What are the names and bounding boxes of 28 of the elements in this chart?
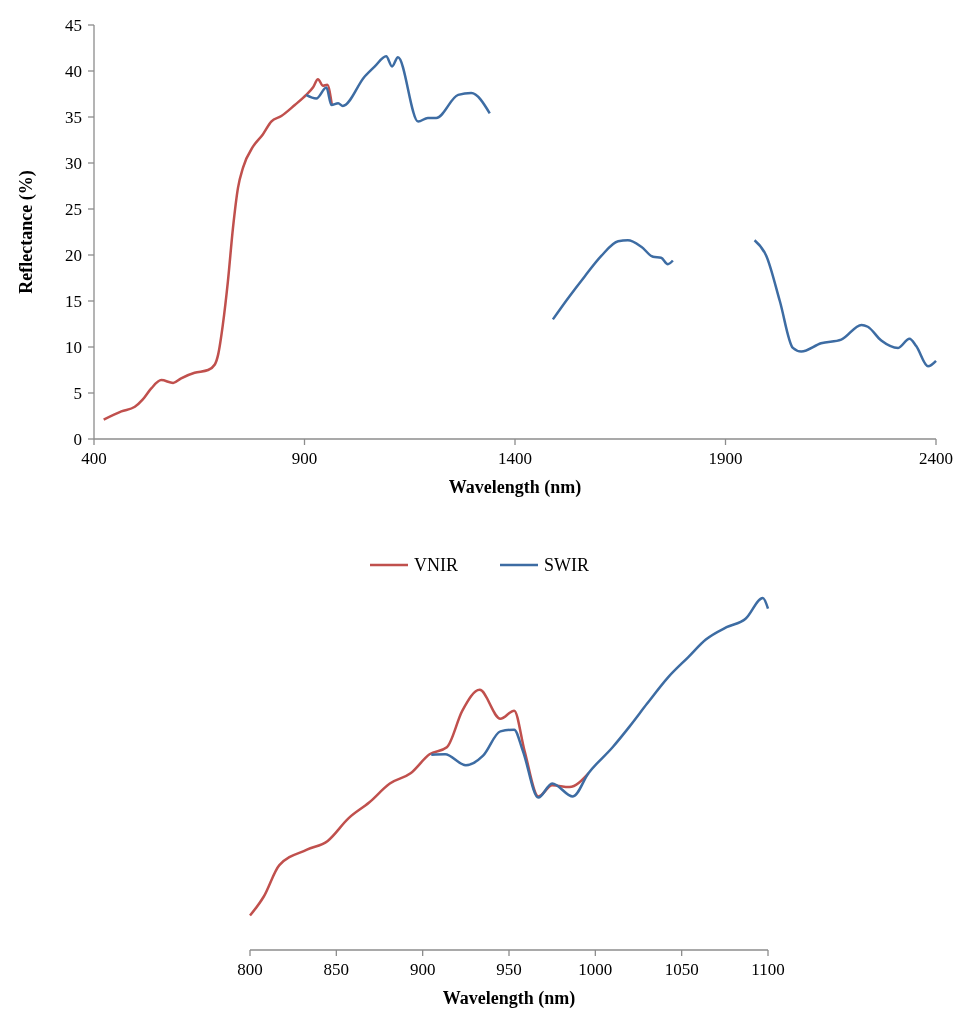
y-tick-label: 40	[65, 62, 82, 81]
y-tick-label: 45	[65, 16, 82, 35]
y-tick-label: 25	[65, 200, 82, 219]
x-tick-label: 900	[291, 449, 318, 468]
y-tick-label: 20	[65, 246, 82, 265]
y-tick-label: 35	[65, 108, 82, 127]
y-tick-label: 30	[65, 154, 82, 173]
x-tick-label: 1100	[751, 960, 785, 979]
y-tick-label: 0	[73, 430, 82, 449]
y-tick-label: 5	[73, 384, 82, 403]
x-tick-label: 1050	[664, 960, 699, 979]
x-tick-label: 1900	[708, 449, 743, 468]
y-tick-label: 15	[65, 292, 82, 311]
x-tick-label: 1000	[578, 960, 613, 979]
legend-label: VNIR	[414, 555, 458, 575]
x-tick-label: 1400	[498, 449, 532, 468]
x-tick-label: 400	[81, 449, 107, 468]
x-tick-label: 900	[409, 960, 436, 979]
x-tick-label: 800	[237, 960, 263, 979]
line-series	[102, 78, 334, 421]
x-axis-title: Wavelength (nm)	[448, 477, 582, 498]
y-axis-title: Reflectance (%)	[16, 170, 37, 294]
legend-label: SWIR	[544, 555, 589, 575]
x-tick-label: 950	[496, 960, 522, 979]
x-tick-label: 850	[323, 960, 350, 979]
y-tick-label: 10	[65, 338, 82, 357]
x-axis-title: Wavelength (nm)	[442, 988, 576, 1009]
x-tick-label: 2400	[919, 449, 953, 468]
